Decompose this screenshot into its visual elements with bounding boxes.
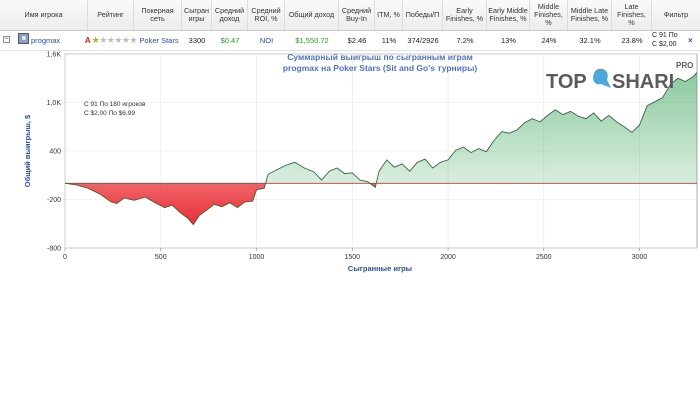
y-axis-title: Общий выигрыш, $ [23,114,32,187]
y-tick-label: -800 [47,246,61,253]
filter-line-2: С $2,00 [652,41,677,48]
x-tick-label: 500 [155,254,167,261]
col-avg-roi[interactable]: Средний ROI, % [248,0,285,30]
col-avg-buyin[interactable]: Средний Buy-In [339,0,375,30]
table-row[interactable]: progmax A ★★★★★★ Poker Stars 3300 $0.47 … [0,30,700,51]
star-empty-icon: ★ [99,34,107,45]
network-link[interactable]: Poker Stars [139,35,179,45]
col-early-middle[interactable]: Early Middle Finishes, % [487,0,530,30]
col-total-profit[interactable]: Общий доход [285,0,339,30]
star-empty-icon: ★ [106,34,115,45]
star-filled-icon: ★ [91,34,100,45]
collapse-toggle-icon[interactable]: − [3,36,10,43]
table-header-row: Имя игрока Рейтинг Покерная сеть Сыгран … [0,0,700,31]
filter-note-line-1: С 91 По 180 игроков [84,101,146,108]
col-rating[interactable]: Рейтинг [88,0,134,30]
middle-value: 24% [541,35,557,45]
profit-chart: 0 500 1000 1500 2000 2500 3000 -800 -200 400 1,0K… [23,52,698,273]
col-late[interactable]: Late Finishes, % [612,0,652,30]
star-empty-icon: ★ [129,34,138,45]
total-profit-value: $1,550.72 [295,35,329,45]
x-tick-label: 1500 [344,254,360,261]
col-games[interactable]: Сыгран игры [182,0,212,30]
y-axis-ticks: -800 -200 400 1,0K 1,6K [47,52,62,253]
x-axis-ticks: 0 500 1000 1500 2000 2500 3000 [63,248,647,261]
shark-fin-icon [593,68,611,88]
col-wins[interactable]: Победы/П [403,0,443,30]
logo-text-left: TOP [546,71,587,93]
player-name-link[interactable]: progmax [31,30,86,50]
star-empty-icon: ★ [121,34,130,45]
col-avg-profit[interactable]: Средний доход [212,0,248,30]
late-value: 23.8% [621,35,643,45]
loss-area [65,183,377,225]
early-value: 7.2% [456,35,474,45]
x-tick-label: 2000 [440,254,456,261]
avg-profit-value: $0.47 [220,35,240,45]
filter-line-1: С 91 По [652,32,678,39]
gain-area [65,72,697,184]
star-empty-icon: ★ [114,34,122,45]
star-icons: ★★★★★★ [91,34,138,46]
rank-letter: A [84,35,91,45]
y-tick-label: 1,6K [47,52,62,59]
col-middle-late[interactable]: Middle Late Finishes, % [568,0,612,30]
player-name[interactable]: progmax [31,35,61,45]
games-value: 3300 [188,35,206,45]
col-early[interactable]: Early Finishes, % [443,0,487,30]
rating-stars: A ★★★★★★ [84,30,138,50]
itm-value: 11% [381,35,397,45]
y-tick-label: 1,0K [47,100,62,107]
x-axis-title: Сыгранные игры [348,264,412,273]
col-network[interactable]: Покерная сеть [134,0,182,30]
early-middle-value: 13% [500,35,516,45]
close-icon[interactable]: × [688,36,693,45]
avg-roi-value: NOI [259,35,274,45]
filter-value[interactable]: С 91 По С $2,00 [652,30,688,51]
x-tick-label: 1000 [249,254,265,261]
series-line-total-profit [64,72,698,226]
x-tick-label: 0 [63,254,67,261]
chart-title-line-1: Суммарный выигрыш по сыгранным играм [287,52,473,62]
col-player-name[interactable]: Имя игрока [0,0,88,30]
x-tick-label: 3000 [632,254,648,261]
filter-note-line-2: С $2,00 По $6,99 [84,110,135,117]
middle-late-value: 32.1% [579,35,601,45]
y-tick-label: -200 [47,197,61,204]
area-fills [65,72,697,225]
wins-value: 374/2926 [407,35,439,45]
col-middle[interactable]: Middle Finishes, % [530,0,568,30]
logo-text-small: PRO [676,61,693,70]
x-tick-label: 2500 [536,254,552,261]
chart-title-line-2: progmax на Poker Stars (Sit and Go's тур… [283,63,478,73]
logo-text-right: SHARI [612,71,674,93]
y-tick-label: 400 [49,149,61,156]
topshark-logo: TOP SHARI PRO [546,61,693,93]
col-filter[interactable]: Фильтр [663,10,689,19]
avatar-icon [18,33,29,44]
avg-buyin-value: $2.46 [347,35,367,45]
player-stats-table: Имя игрока Рейтинг Покерная сеть Сыгран … [0,0,700,52]
col-itm[interactable]: ITM, % [375,0,403,30]
